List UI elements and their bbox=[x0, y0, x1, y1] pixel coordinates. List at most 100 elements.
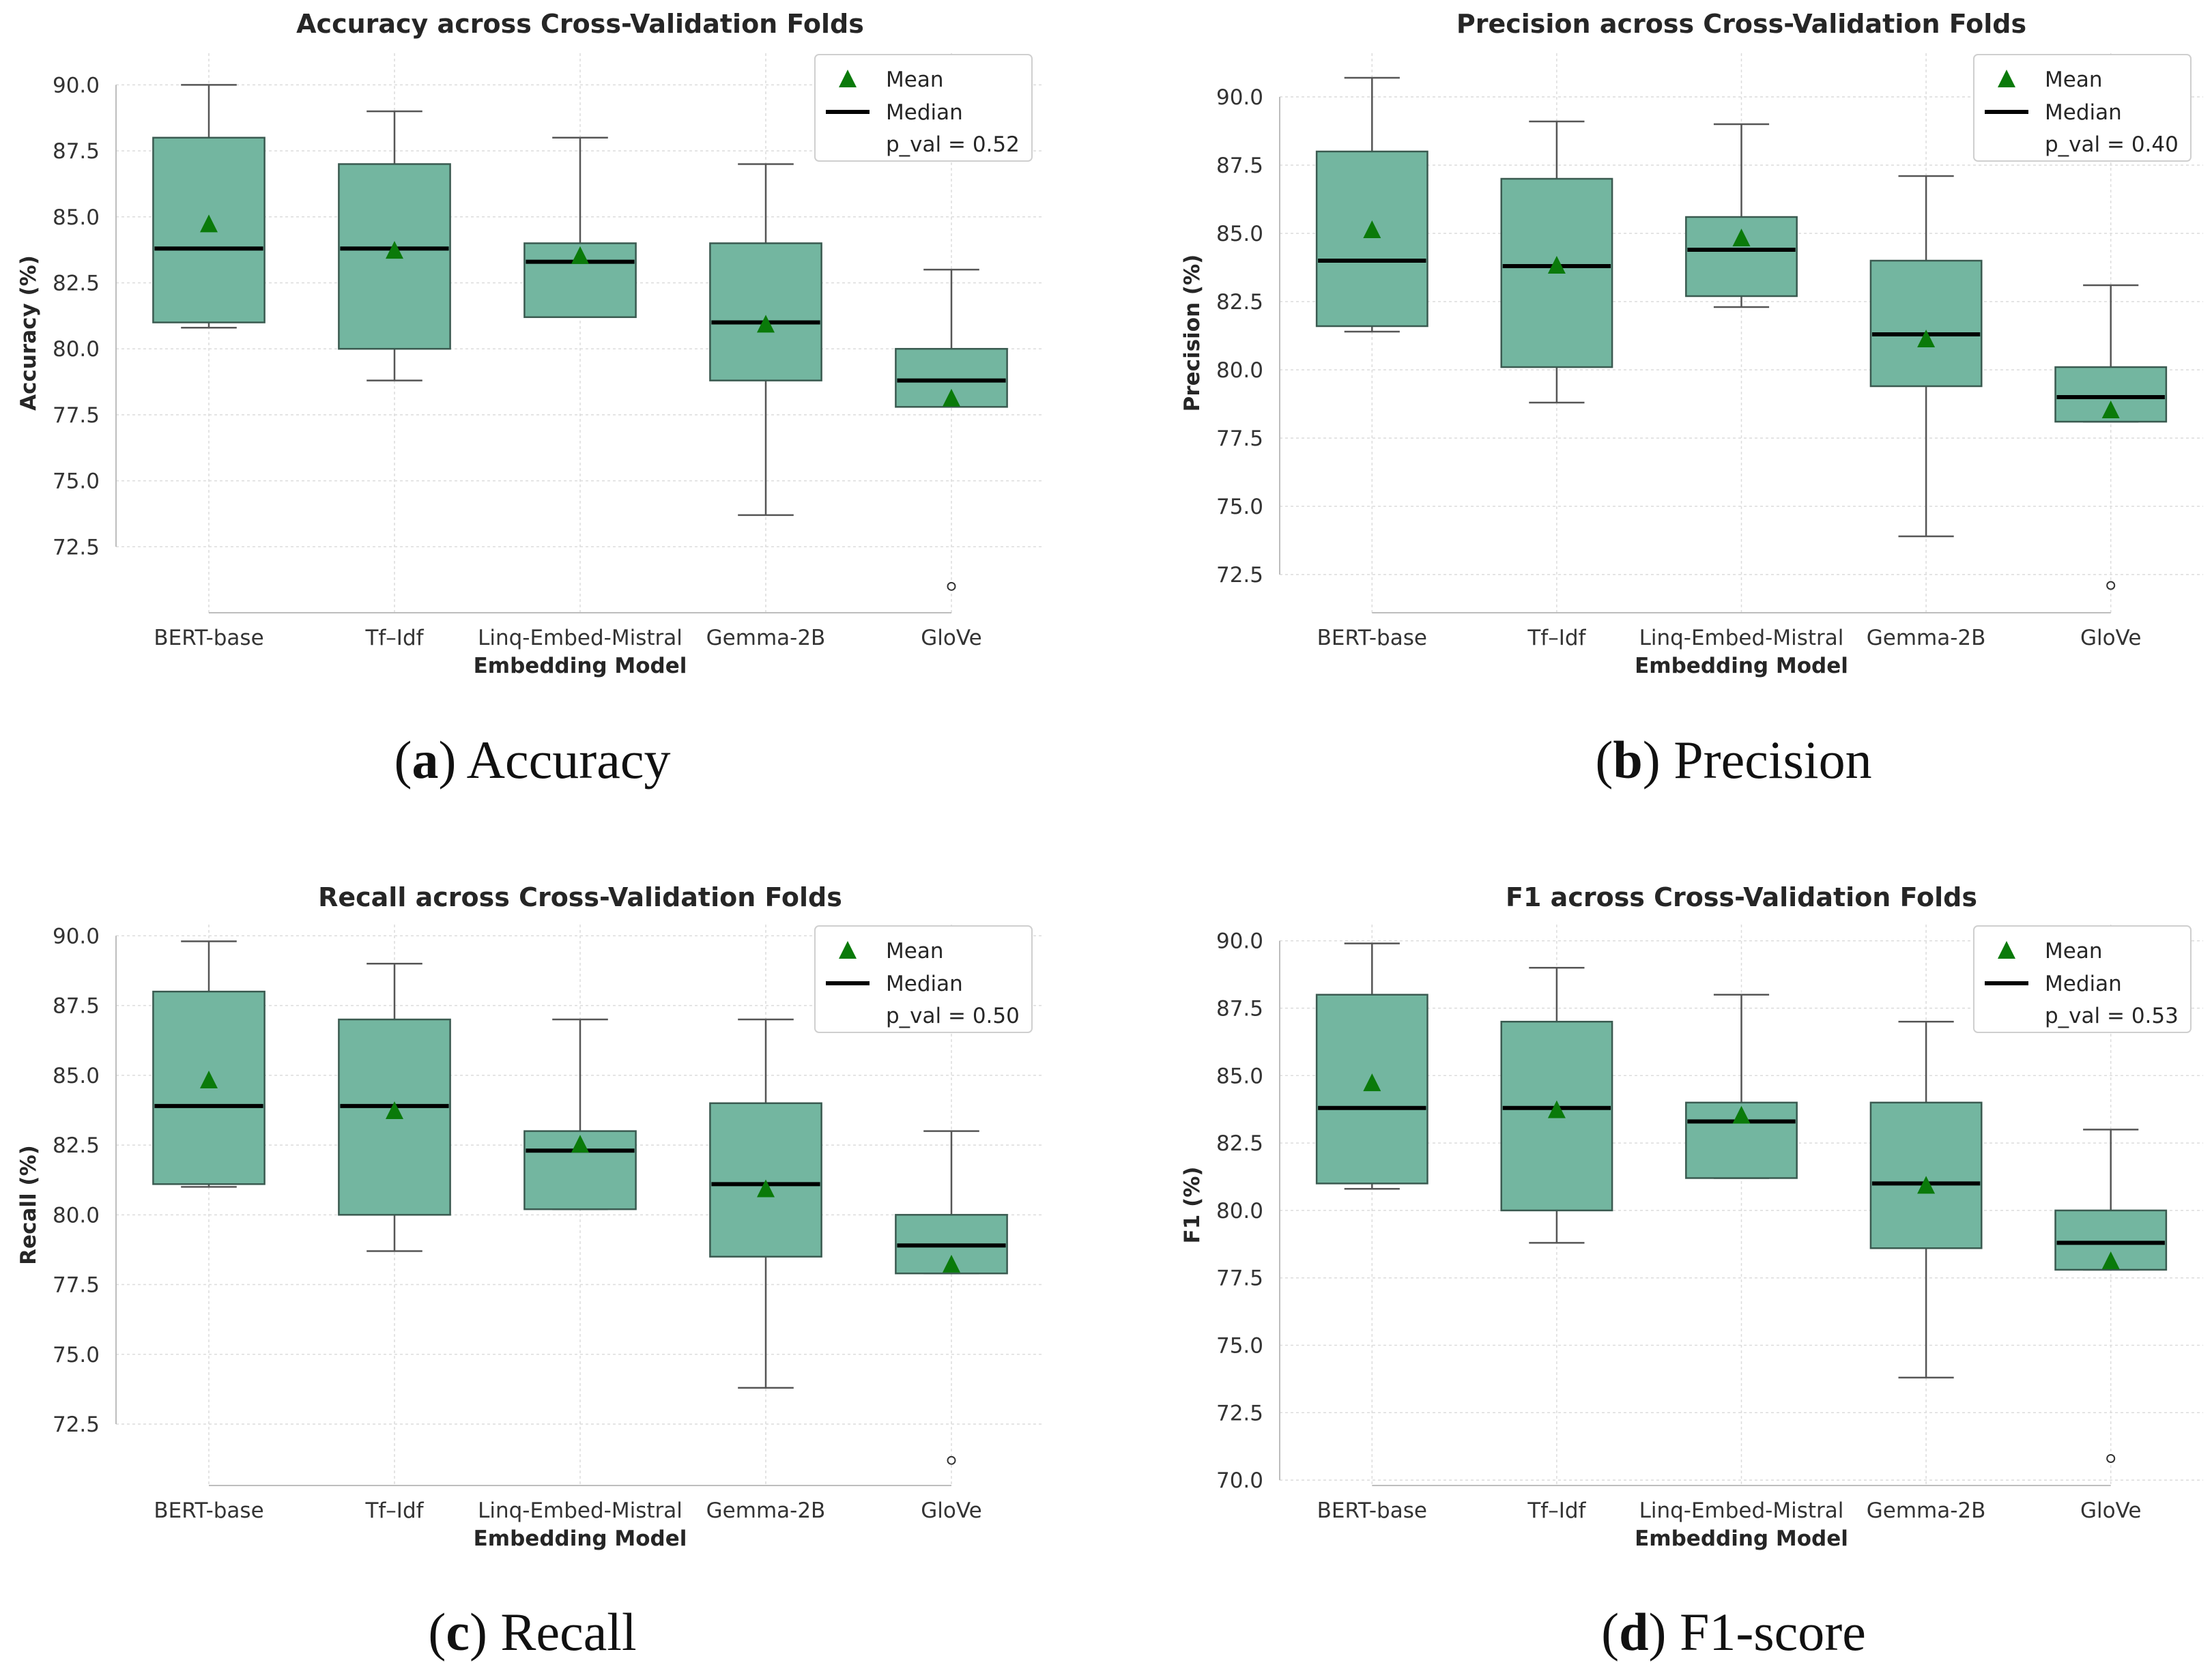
mean-marker bbox=[757, 315, 775, 333]
box-linq-embed-mistral bbox=[523, 136, 637, 319]
legend-mean-marker bbox=[839, 70, 857, 87]
x-tick-label: Gemma-2B bbox=[1867, 1498, 1986, 1523]
mean-marker bbox=[1547, 1100, 1566, 1118]
legend-mean-marker bbox=[1998, 70, 2015, 87]
box-tf-idf bbox=[338, 963, 451, 1252]
y-tick-label: 87.5 bbox=[53, 994, 100, 1019]
x-tick-label: Tf–Idf bbox=[364, 626, 424, 650]
y-tick-label: 77.5 bbox=[1216, 426, 1263, 451]
y-tick-label: 72.5 bbox=[53, 535, 100, 560]
x-axis-label: Embedding Model bbox=[474, 1526, 687, 1551]
box-bert-base bbox=[152, 84, 265, 329]
legend-box bbox=[814, 54, 1033, 162]
mean-marker bbox=[2101, 1251, 2120, 1269]
mean-marker bbox=[386, 1101, 403, 1119]
x-tick-label: Tf–Idf bbox=[364, 1498, 424, 1523]
y-tick-label: 90.0 bbox=[1216, 85, 1263, 110]
mean-marker bbox=[943, 1254, 960, 1273]
caption-text: Accuracy bbox=[467, 730, 671, 789]
box-bert-base bbox=[152, 940, 265, 1188]
x-tick-label: GloVe bbox=[921, 626, 981, 650]
legend-mean-marker bbox=[1998, 941, 2015, 959]
y-tick-label: 72.5 bbox=[53, 1412, 100, 1437]
mean-marker bbox=[1732, 229, 1751, 246]
legend-median-label: Median bbox=[886, 100, 963, 125]
outlier-point bbox=[2106, 1453, 2116, 1463]
subfigure-caption: (d) F1-score bbox=[1601, 1602, 1866, 1662]
y-axis-label: Precision (%) bbox=[1180, 255, 1205, 412]
mean-marker bbox=[200, 214, 218, 233]
y-tick-label: 82.5 bbox=[53, 1133, 100, 1158]
caption-text: F1-score bbox=[1680, 1602, 1866, 1662]
legend-box bbox=[814, 925, 1033, 1033]
box-gemma-2b bbox=[709, 1018, 822, 1389]
legend-mean-label: Mean bbox=[2045, 939, 2102, 963]
box-bert-base bbox=[1315, 942, 1428, 1190]
box-iqr bbox=[1869, 259, 1983, 388]
outlier-point bbox=[2106, 581, 2116, 590]
caption-letter: a bbox=[412, 730, 439, 789]
legend-median-label: Median bbox=[2045, 100, 2122, 125]
y-tick-label: 82.5 bbox=[53, 272, 100, 296]
y-tick-label: 82.5 bbox=[1216, 290, 1263, 315]
y-tick-label: 85.0 bbox=[53, 205, 100, 230]
y-tick-label: 87.5 bbox=[53, 139, 100, 164]
x-tick-label: GloVe bbox=[921, 1498, 981, 1523]
x-tick-label: GloVe bbox=[2080, 626, 2141, 650]
box-linq-embed-mistral bbox=[1685, 123, 1798, 308]
subfigure-caption: (c) Recall bbox=[428, 1602, 636, 1662]
legend-mean-label: Mean bbox=[886, 68, 943, 92]
mean-marker bbox=[1547, 256, 1566, 274]
mean-marker bbox=[571, 1135, 589, 1153]
box-gemma-2b bbox=[1869, 1021, 1983, 1379]
chart-title: Precision across Cross-Validation Folds bbox=[1456, 9, 2026, 39]
chart-panel-d: F1 across Cross-Validation Folds 70.0 72.5… bbox=[1180, 882, 2203, 1551]
box-iqr bbox=[1869, 1101, 1983, 1249]
caption-letter: c bbox=[446, 1602, 470, 1662]
x-tick-label: Linq-Embed-Mistral bbox=[478, 1498, 683, 1523]
legend-mean-label: Mean bbox=[886, 939, 943, 963]
y-tick-label: 75.0 bbox=[53, 469, 100, 494]
legend-box bbox=[1973, 925, 2192, 1033]
mean-marker bbox=[571, 246, 589, 264]
y-tick-label: 75.0 bbox=[1216, 495, 1263, 519]
mean-marker bbox=[943, 388, 960, 407]
box-gemma-2b bbox=[709, 163, 822, 517]
x-tick-label: Gemma-2B bbox=[1867, 626, 1986, 650]
x-tick-label: BERT-base bbox=[154, 1498, 263, 1523]
p-value-text: p_val = 0.53 bbox=[2045, 1004, 2179, 1028]
y-tick-label: 85.0 bbox=[53, 1064, 100, 1088]
box-glove bbox=[895, 268, 1008, 591]
y-tick-label: 82.5 bbox=[1216, 1131, 1263, 1156]
box-glove bbox=[2054, 1129, 2168, 1463]
x-axis-label: Embedding Model bbox=[1635, 1526, 1848, 1551]
x-tick-label: Linq-Embed-Mistral bbox=[1639, 626, 1844, 650]
legend-box bbox=[1973, 54, 2192, 162]
x-tick-label: Gemma-2B bbox=[706, 626, 826, 650]
box-linq-embed-mistral bbox=[523, 1018, 637, 1211]
x-tick-label: Gemma-2B bbox=[706, 1498, 826, 1523]
chart-title: Recall across Cross-Validation Folds bbox=[318, 882, 842, 912]
box-tf-idf bbox=[1500, 120, 1613, 404]
caption-text: Precision bbox=[1674, 730, 1871, 789]
box-iqr bbox=[1315, 150, 1428, 328]
x-axis-label: Embedding Model bbox=[1635, 654, 1848, 678]
legend: Mean Median p_val = 0.40 bbox=[1973, 54, 2192, 162]
legend-mean-label: Mean bbox=[2045, 68, 2102, 92]
box-bert-base bbox=[1315, 76, 1428, 333]
y-tick-label: 72.5 bbox=[1216, 563, 1263, 588]
y-tick-label: 90.0 bbox=[53, 924, 100, 948]
chart-panel-a: Accuracy across Cross-Validation Folds 72… bbox=[16, 9, 1044, 678]
chart-panel-b: Precision across Cross-Validation Folds 7… bbox=[1180, 9, 2203, 678]
mean-marker bbox=[2101, 401, 2120, 418]
y-tick-label: 80.0 bbox=[53, 1203, 100, 1228]
y-axis-label: F1 (%) bbox=[1180, 1167, 1205, 1244]
box-iqr bbox=[709, 242, 822, 381]
x-tick-label: BERT-base bbox=[1317, 1498, 1427, 1523]
box-glove bbox=[895, 1130, 1008, 1465]
x-tick-label: Linq-Embed-Mistral bbox=[1639, 1498, 1844, 1523]
legend-median-label: Median bbox=[886, 972, 963, 996]
y-tick-label: 75.0 bbox=[53, 1343, 100, 1367]
box-tf-idf bbox=[338, 110, 451, 381]
subfigure-caption: (a) Accuracy bbox=[394, 730, 671, 789]
